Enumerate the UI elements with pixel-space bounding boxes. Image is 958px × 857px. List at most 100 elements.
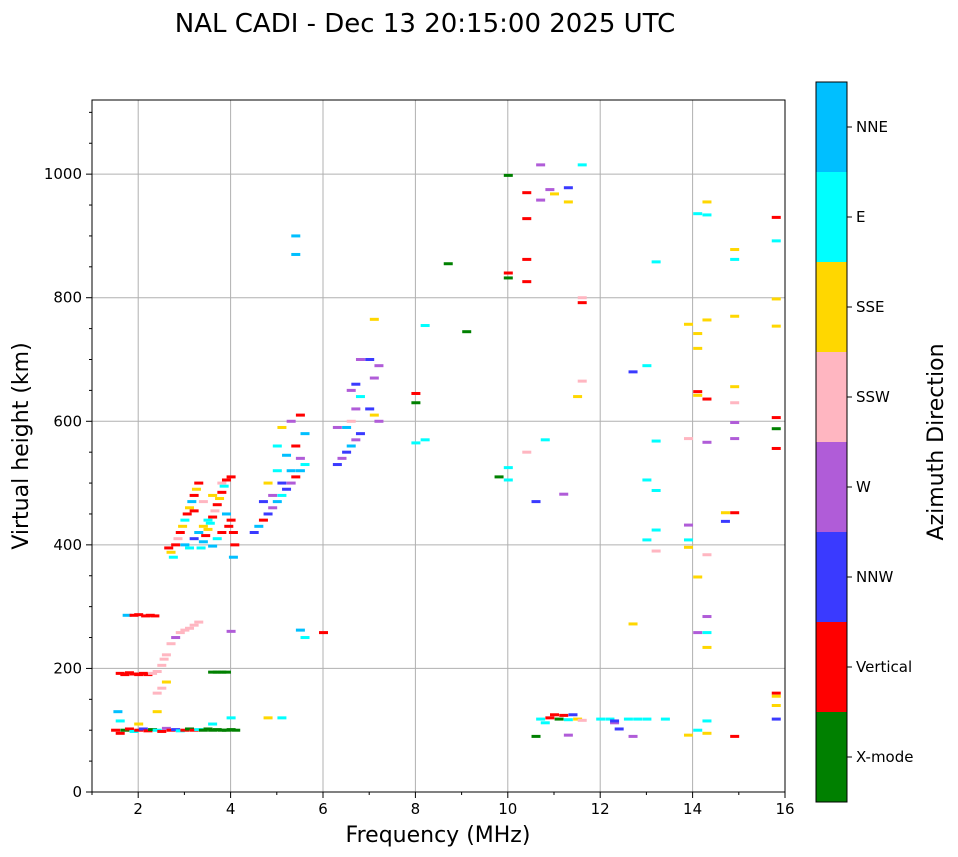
data-point [134, 722, 144, 726]
data-point [198, 500, 208, 504]
plot-area [92, 100, 785, 792]
data-point [610, 721, 620, 725]
y-tick-label: 1000 [44, 165, 82, 183]
data-point [771, 297, 781, 301]
data-point [522, 450, 532, 454]
data-point [683, 545, 693, 549]
x-axis-label: Frequency (MHz) [346, 823, 531, 848]
data-point [194, 620, 204, 624]
data-point [351, 407, 361, 411]
data-point [355, 358, 365, 361]
data-point [208, 544, 218, 548]
data-point [152, 670, 162, 674]
data-point [642, 478, 652, 482]
data-point [141, 614, 151, 618]
data-point [771, 717, 781, 721]
data-point [198, 540, 208, 544]
y-axis-label: Virtual height (km) [9, 342, 34, 549]
data-point [693, 332, 703, 336]
data-point [374, 419, 384, 423]
data-point [577, 163, 587, 167]
data-point [730, 401, 740, 405]
data-point [185, 546, 195, 550]
data-point [217, 670, 227, 674]
plot-frame [91, 99, 786, 793]
data-point [191, 487, 201, 491]
data-point [291, 252, 301, 256]
data-point [277, 493, 287, 497]
data-point [702, 631, 712, 635]
data-point [228, 555, 238, 559]
data-point [351, 382, 361, 386]
colorbar: X-mode Vertical NNW W SSW SSE E NNE [816, 82, 913, 802]
data-point [702, 440, 712, 444]
data-point [443, 262, 453, 266]
data-point [143, 729, 153, 733]
data-point [319, 631, 328, 635]
data-point [268, 506, 278, 510]
data-point [577, 718, 587, 722]
chart-title: NAL CADI - Dec 13 20:15:00 2025 UTC [175, 9, 675, 39]
data-point [230, 543, 240, 547]
data-point [730, 314, 740, 318]
data-point [189, 493, 199, 497]
data-point [332, 463, 342, 467]
data-point [531, 734, 541, 738]
data-point [683, 322, 693, 326]
data-point [180, 518, 190, 522]
data-point [286, 419, 296, 423]
data-point [208, 493, 218, 497]
colorbar-tick-label: W [856, 478, 871, 496]
data-point [282, 453, 292, 457]
data-point [286, 481, 296, 485]
data-point [203, 527, 213, 531]
data-point [143, 673, 153, 677]
data-point [111, 728, 121, 732]
data-point [702, 731, 712, 735]
data-point [138, 671, 148, 675]
data-point [231, 728, 241, 732]
data-point [208, 728, 218, 732]
data-point [208, 722, 218, 726]
data-point [263, 512, 273, 516]
data-point [166, 728, 176, 732]
data-point [550, 713, 559, 717]
data-point [771, 691, 781, 695]
data-point [295, 456, 305, 460]
data-point [122, 613, 132, 617]
y-tick-label: 600 [53, 412, 82, 430]
data-point [254, 524, 264, 528]
colorbar-tick-label: E [856, 208, 865, 226]
data-point [545, 188, 555, 192]
data-point [503, 276, 513, 280]
data-point [346, 388, 356, 392]
data-point [369, 376, 379, 380]
data-point [148, 671, 158, 675]
data-point [531, 500, 541, 504]
data-point [263, 716, 273, 720]
data-points [111, 163, 781, 738]
data-point [208, 670, 218, 674]
data-point [540, 721, 550, 725]
data-point [258, 518, 268, 522]
data-point [503, 271, 513, 275]
data-point [693, 631, 703, 635]
colorbar-tick-label: SSW [856, 388, 890, 406]
data-point [295, 628, 305, 632]
colorbar-segment [816, 172, 847, 262]
data-point [346, 444, 356, 448]
data-point [720, 519, 730, 523]
data-point [210, 509, 220, 513]
data-point [159, 657, 169, 661]
data-point [503, 466, 513, 470]
data-point [642, 717, 652, 721]
data-point [291, 444, 301, 448]
data-point [568, 713, 578, 717]
data-point [185, 506, 195, 510]
data-point [536, 198, 546, 202]
data-point [201, 534, 211, 538]
data-point [651, 528, 661, 532]
data-point [198, 524, 208, 528]
data-point [771, 239, 781, 243]
data-point [286, 469, 296, 473]
